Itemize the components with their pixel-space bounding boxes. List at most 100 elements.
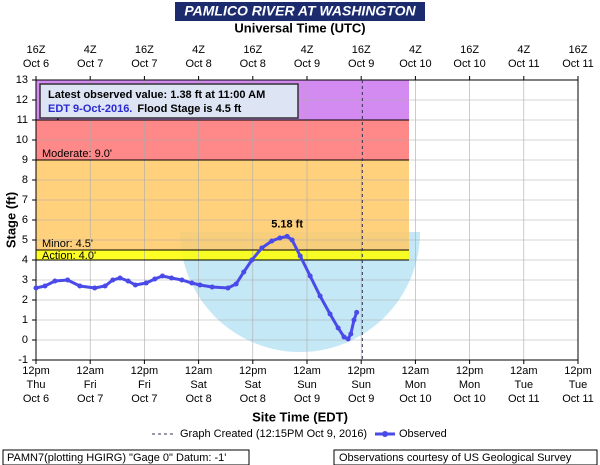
y-tick-label: 8 [22, 174, 28, 186]
y-tick-label: 7 [22, 194, 28, 206]
observed-point [233, 281, 239, 287]
latest-box [39, 83, 299, 119]
observed-point [92, 285, 98, 291]
top-x-tick-date: Oct 8 [240, 58, 266, 70]
y-tick-label: 11 [17, 114, 28, 126]
latest-line2: EDT 9-Oct-2016. Flood Stage is 4.5 ft [48, 103, 242, 115]
observed-point [317, 293, 323, 299]
top-x-tick-label: 16Z [460, 44, 479, 56]
flood-band [36, 250, 409, 260]
x-tick-label: 12pm [239, 365, 267, 377]
observed-point [307, 273, 313, 279]
flood-label: Moderate: 9.0' [42, 148, 112, 160]
observed-point [289, 237, 295, 243]
x-tick-date: Oct 8 [240, 393, 266, 405]
observed-point [297, 253, 303, 259]
x-tick-day: Sun [297, 379, 317, 391]
observed-point [335, 325, 341, 331]
observed-point [143, 280, 149, 286]
x-tick-date: Oct 7 [77, 393, 103, 405]
x-tick-date: Oct 10 [399, 393, 431, 405]
top-x-tick-label: 4Z [409, 44, 422, 56]
top-x-tick-date: Oct 10 [453, 58, 485, 70]
observed-point [197, 282, 203, 288]
latest-line1: Latest observed value: 1.38 ft at 11:00 … [48, 89, 265, 101]
top-x-tick-date: Oct 11 [562, 58, 594, 70]
x-tick-day: Thu [27, 379, 46, 391]
x-axis-label: Site Time (EDT) [252, 409, 348, 424]
observed-point [241, 269, 247, 275]
observed-point [42, 283, 48, 289]
plot-frame [35, 79, 579, 361]
observed-point [209, 284, 215, 290]
x-tick-date: Oct 10 [453, 393, 485, 405]
top-x-tick-date: Oct 7 [77, 58, 103, 70]
top-x-tick-label: 16Z [135, 44, 154, 56]
x-tick-label: 12am [510, 365, 538, 377]
y-tick-label: 3 [22, 274, 28, 286]
footer-box [2, 449, 250, 465]
observed-point [169, 275, 174, 281]
x-tick-label: 12pm [456, 365, 484, 377]
flood-label: Action: 4.0' [42, 250, 96, 262]
y-tick-label: 12 [16, 94, 28, 106]
top-x-tick-date: Oct 9 [348, 58, 374, 70]
top-x-tick-label: 4Z [517, 44, 530, 56]
x-tick-date: Oct 9 [294, 393, 320, 405]
x-tick-label: 12am [293, 365, 321, 377]
observed-point [110, 277, 116, 283]
top-x-tick-date: Oct 7 [131, 58, 157, 70]
y-tick-label: -1 [18, 354, 28, 366]
top-x-tick-label: 16Z [352, 44, 371, 56]
observed-point [102, 283, 108, 289]
top-x-tick-date: Oct 8 [185, 58, 211, 70]
flood-band [36, 160, 409, 250]
x-tick-label: 12am [185, 365, 213, 377]
observed-point [345, 336, 351, 342]
top-x-tick-label: 16Z [569, 44, 588, 56]
x-tick-day: Sun [351, 379, 371, 391]
observed-point [259, 245, 265, 251]
top-x-tick-label: 4Z [192, 44, 205, 56]
observed-point [159, 273, 165, 279]
observed-point [341, 334, 347, 340]
observed-point [132, 282, 138, 288]
x-tick-day: Fri [138, 379, 151, 391]
observed-point [351, 317, 357, 323]
x-tick-day: Mon [459, 379, 480, 391]
x-tick-date: Oct 7 [131, 393, 157, 405]
x-tick-label: 12pm [22, 365, 50, 377]
x-tick-label: 12pm [564, 365, 592, 377]
x-tick-date: Oct 6 [23, 393, 49, 405]
observed-point [125, 278, 131, 284]
x-tick-date: Oct 8 [185, 393, 211, 405]
latest-date: EDT 9-Oct-2016. [48, 103, 132, 115]
top-x-tick-label: 4Z [84, 44, 97, 56]
observed-point [348, 331, 354, 337]
observed-point [269, 238, 275, 244]
top-x-tick-label: 16Z [243, 44, 262, 56]
observed-point [179, 277, 185, 283]
x-tick-date: Oct 11 [508, 393, 540, 405]
y-tick-label: 5 [22, 234, 28, 246]
top-x-tick-label: 16Z [27, 44, 46, 56]
watermark [180, 232, 420, 352]
observed-point [152, 276, 158, 282]
x-tick-day: Tue [569, 379, 588, 391]
title-bar [175, 2, 425, 21]
y-tick-label: 9 [22, 154, 28, 166]
x-tick-label: 12am [402, 365, 430, 377]
flood-stage: Flood Stage is 4.5 ft [137, 103, 241, 115]
x-tick-day: Sat [190, 379, 207, 391]
x-tick-label: 12pm [131, 365, 159, 377]
x-tick-label: 12pm [347, 365, 375, 377]
top-x-tick-date: Oct 10 [399, 58, 431, 70]
observed-point [249, 257, 255, 263]
footer-box [333, 449, 598, 465]
x-tick-day: Tue [515, 379, 534, 391]
observed-point [33, 285, 39, 291]
chart-title: PAMLICO RIVER AT WASHINGTON [184, 3, 416, 19]
y-tick-label: 10 [16, 134, 28, 146]
